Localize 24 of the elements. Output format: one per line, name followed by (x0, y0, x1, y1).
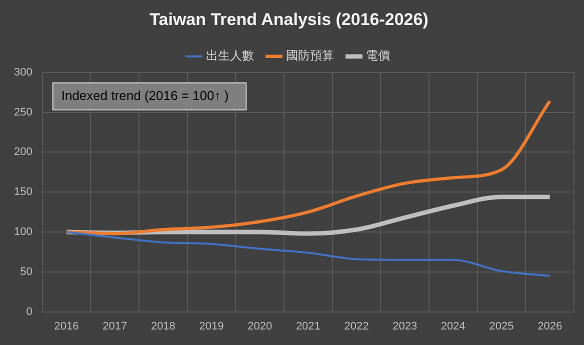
x-tick-label: 2019 (199, 320, 224, 332)
annotation: Indexed trend (2016 = 100↑ ) (61, 88, 229, 103)
y-tick-label: 50 (20, 266, 32, 278)
x-tick-label: 2017 (102, 320, 128, 332)
x-tick-label: 2022 (344, 320, 369, 332)
line-series (66, 231, 551, 277)
legend-label: 出生人數 (206, 48, 254, 63)
y-tick-label: 150 (14, 186, 32, 198)
chart-title: Taiwan Trend Analysis (2016-2026) (150, 10, 428, 29)
x-tick-label: 2026 (538, 320, 562, 332)
x-tick-label: 2021 (296, 320, 320, 332)
y-tick-label: 300 (14, 66, 32, 78)
y-tick-label: 200 (14, 146, 32, 158)
x-tick-label: 2018 (150, 320, 176, 332)
legend-label: 電價 (366, 48, 390, 63)
y-tick-label: 100 (14, 226, 32, 238)
x-tick-label: 2025 (489, 320, 514, 332)
x-tick-label: 2024 (440, 320, 466, 332)
x-tick-label: 2020 (248, 320, 272, 332)
x-tick-label: 2023 (392, 320, 418, 332)
legend-label: 國防預算 (286, 48, 334, 63)
y-tick-label: 250 (14, 106, 32, 118)
y-tick-label: 0 (26, 306, 32, 318)
x-tick-label: 2016 (54, 320, 79, 332)
